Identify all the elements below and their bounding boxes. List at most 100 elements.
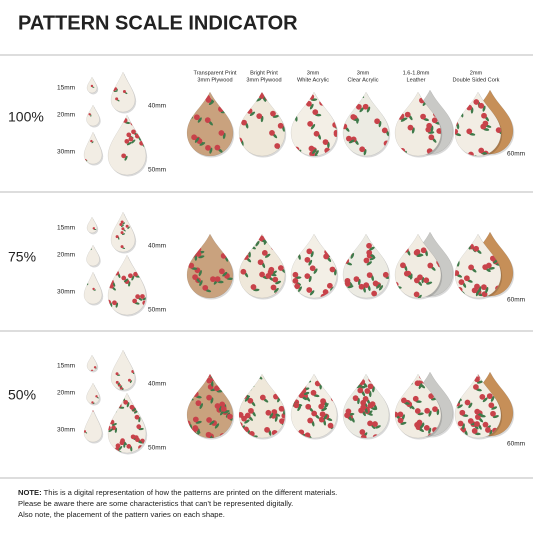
berry [226, 413, 233, 420]
leaf [198, 270, 202, 277]
berry [281, 412, 285, 419]
berry [414, 277, 420, 284]
berry [214, 403, 221, 409]
size-label: 15mm [57, 363, 75, 370]
size-label: 50mm [148, 167, 166, 174]
leaf [355, 384, 362, 389]
teardrop-shape [238, 233, 286, 299]
berry [247, 397, 254, 404]
size-label: 60mm [507, 297, 525, 304]
berry [132, 298, 138, 304]
berry [114, 87, 118, 91]
berry [403, 270, 410, 277]
berry [359, 146, 366, 153]
size-label: 50mm [148, 307, 166, 314]
berry [278, 405, 285, 412]
berry [412, 395, 419, 402]
berry [474, 283, 480, 290]
leaf [428, 410, 432, 417]
note: NOTE: This is a digital representation o… [18, 488, 337, 497]
berry [241, 415, 247, 422]
berry [205, 97, 212, 103]
leaf [244, 419, 250, 424]
berry [367, 402, 374, 409]
leaf [314, 150, 319, 156]
berry [353, 276, 360, 282]
note-line: Please be aware there are some character… [18, 499, 293, 508]
berry [358, 283, 365, 290]
berry [366, 249, 373, 256]
berry [257, 259, 264, 266]
berry [414, 408, 421, 414]
berry [367, 383, 374, 390]
berry [482, 120, 489, 127]
berry [467, 418, 474, 424]
berry [214, 276, 221, 282]
berry [474, 421, 480, 427]
berry [131, 129, 136, 135]
teardrop [86, 354, 99, 373]
berry [277, 122, 284, 129]
berry [130, 434, 136, 440]
berry [423, 424, 430, 431]
berry [319, 411, 326, 418]
leaf [359, 107, 365, 113]
berry [306, 287, 313, 293]
leaf [376, 283, 381, 289]
leaf [378, 285, 384, 291]
berry [311, 410, 318, 417]
berry [120, 220, 124, 224]
berry [413, 291, 420, 298]
teardrop-shape [86, 244, 100, 267]
material-name: Transparent Print [193, 70, 236, 76]
berry [120, 245, 124, 249]
berry [420, 113, 426, 120]
berry [124, 138, 130, 144]
leaf [428, 427, 432, 434]
berry [135, 294, 141, 299]
leaf [457, 404, 463, 409]
leaf [482, 397, 488, 403]
leaf [214, 423, 220, 429]
leaf [475, 290, 480, 297]
berry [210, 276, 216, 283]
berry [366, 242, 372, 249]
berry [274, 143, 281, 149]
material-spec: Double Sided Cork [453, 77, 500, 83]
size-label: 40mm [148, 103, 166, 110]
berry [374, 118, 380, 125]
berry [423, 277, 430, 284]
berry [91, 401, 94, 404]
material-spec: Leather [407, 77, 426, 83]
berry [479, 394, 486, 400]
berry [265, 273, 272, 279]
material-name: Bright Print [250, 70, 278, 76]
berry [241, 119, 247, 126]
berry [270, 284, 277, 291]
leaf [490, 396, 495, 402]
berry [468, 264, 474, 271]
berry [485, 427, 491, 433]
berry [490, 255, 496, 262]
berry [362, 103, 369, 110]
size-label: 30mm [57, 149, 75, 156]
scale-label: 75% [8, 249, 36, 265]
teardrop-shape [238, 373, 286, 439]
berry [424, 407, 431, 414]
note-line: Also note, the placement of the pattern … [18, 510, 225, 519]
berry [90, 84, 94, 88]
berry [294, 283, 301, 290]
berry [264, 426, 270, 433]
berry [239, 412, 244, 418]
berry [381, 127, 388, 134]
berry [367, 420, 373, 427]
material-spec: Clear Acrylic [347, 77, 378, 83]
berry [428, 134, 435, 141]
leaf [222, 271, 228, 277]
leaf [127, 226, 130, 230]
berry [343, 123, 348, 130]
berry [120, 231, 124, 235]
berry [428, 393, 435, 400]
size-label: 30mm [57, 427, 75, 434]
scale-label: 100% [8, 109, 44, 125]
